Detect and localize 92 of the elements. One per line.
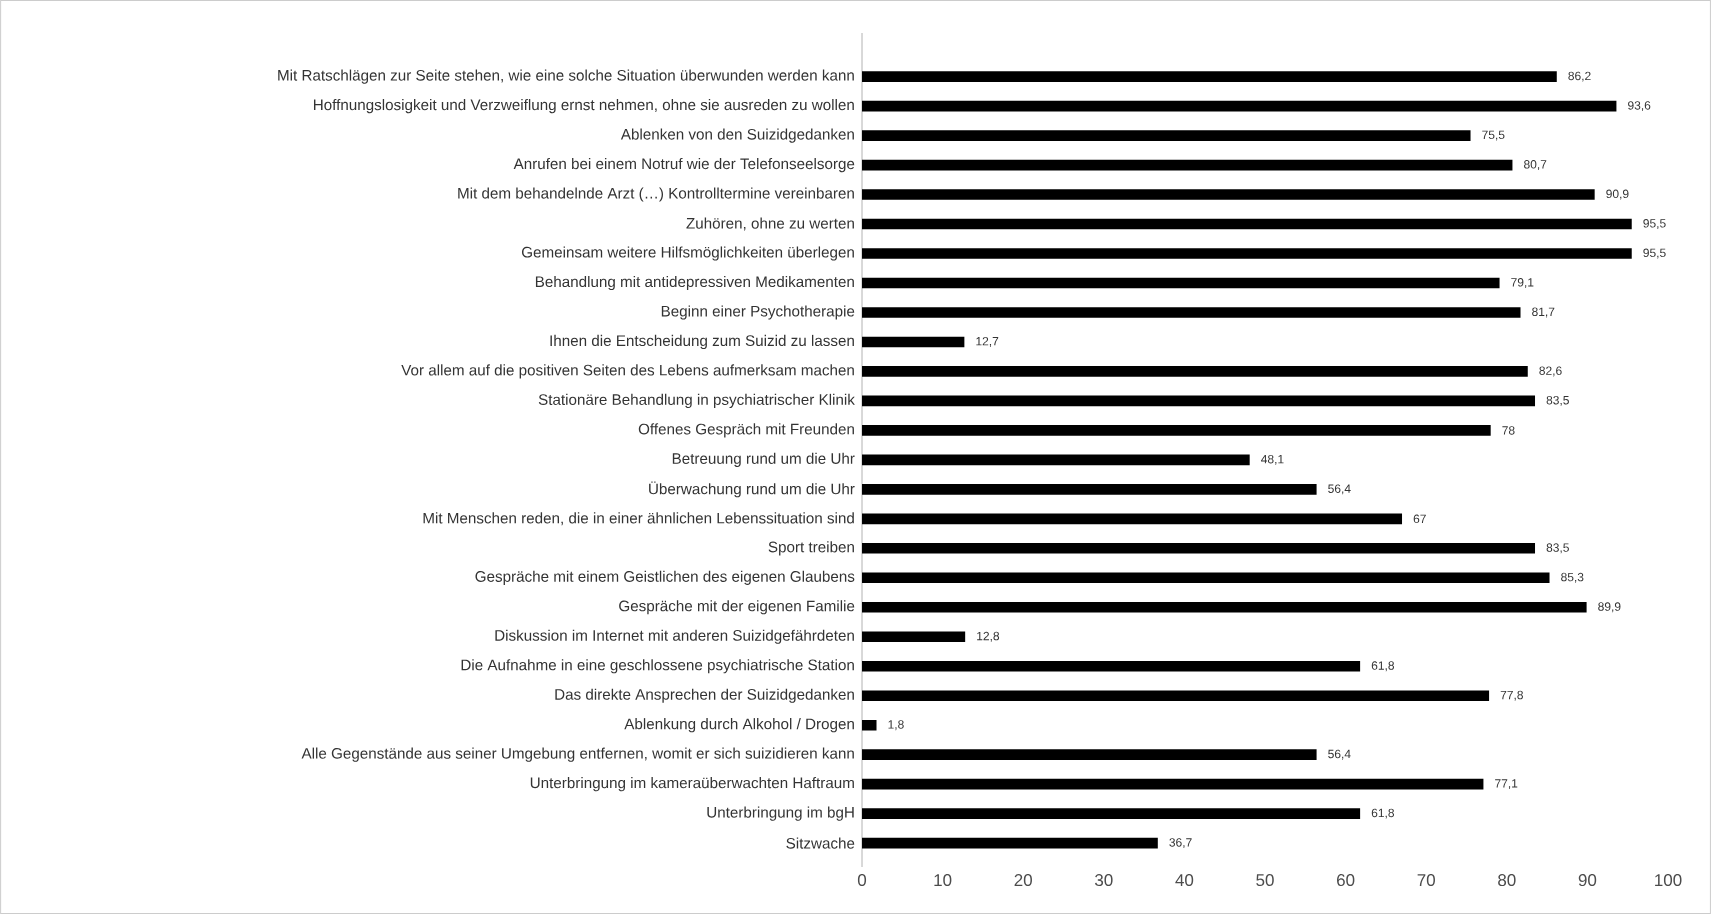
y-tick-label: Gespräche mit der eigenen Familie bbox=[619, 600, 855, 615]
y-tick-label: Ihnen die Entscheidung zum Suizid zu lassen bbox=[550, 334, 854, 350]
y-tick-label: Ablenkung durch Alkohol / Drogen bbox=[624, 718, 854, 733]
y-tick-label: Behandlung mit antidepressiven Medikamenten bbox=[535, 275, 854, 291]
y-tick-label: Zuhören, ohne zu werten bbox=[686, 217, 854, 231]
x-tick-label: 40 bbox=[1175, 874, 1194, 887]
data-label: 67 bbox=[1413, 514, 1426, 524]
x-tick-label: 70 bbox=[1417, 874, 1435, 887]
bar bbox=[862, 513, 1403, 525]
x-tick-label: 10 bbox=[934, 874, 952, 887]
bar bbox=[862, 631, 966, 643]
data-label: 77,1 bbox=[1495, 779, 1518, 790]
y-tick-label: Gemeinsam weitere Hilfsmöglichkeiten überlegen bbox=[521, 246, 854, 261]
bar bbox=[862, 100, 1617, 112]
bar bbox=[862, 395, 1536, 407]
y-tick-label: Offenes Gespräch mit Freunden bbox=[638, 423, 854, 438]
y-tick-label: Mit Ratschlägen zur Seite stehen, wie eine solche Situation überwunden werden kann bbox=[278, 69, 854, 84]
data-label: 61,8 bbox=[1371, 661, 1395, 672]
data-label: 61,8 bbox=[1371, 808, 1395, 819]
y-tick-label: Ablenken von den Suizidgedanken bbox=[620, 128, 854, 143]
y-tick-label: Sitzwache bbox=[786, 837, 855, 849]
bar bbox=[862, 778, 1484, 790]
bar bbox=[862, 837, 1158, 849]
data-label: 79,1 bbox=[1511, 278, 1534, 288]
bar bbox=[862, 572, 1550, 584]
bar bbox=[862, 277, 1500, 289]
x-tick-label: 30 bbox=[1095, 874, 1113, 887]
bar bbox=[862, 71, 1557, 82]
bar bbox=[862, 336, 965, 348]
x-tick-label: 20 bbox=[1014, 874, 1032, 887]
data-label: 82,6 bbox=[1539, 366, 1562, 377]
x-tick-label: 100 bbox=[1655, 874, 1682, 887]
data-label: 80,7 bbox=[1524, 160, 1547, 171]
data-label: 83,5 bbox=[1546, 395, 1569, 406]
y-tick-label: Vor allem auf die positiven Seiten des Lebens aufmerksam machen bbox=[401, 364, 854, 379]
bar bbox=[862, 248, 1632, 259]
bar bbox=[862, 159, 1513, 171]
data-label: 77,8 bbox=[1500, 690, 1523, 701]
data-label: 1,8 bbox=[888, 720, 904, 731]
data-label: 36,7 bbox=[1169, 838, 1192, 849]
data-label: 86,2 bbox=[1568, 71, 1591, 82]
bar bbox=[862, 454, 1250, 466]
y-tick-label: Stationäre Behandlung in psychiatrischer Klinik bbox=[538, 393, 855, 409]
bar bbox=[862, 218, 1632, 230]
data-label: 89,9 bbox=[1598, 602, 1621, 613]
data-label: 12,7 bbox=[976, 337, 999, 347]
y-tick-label: Alle Gegenstände aus seiner Umgebung entfernen, womit er sich suizidieren kann bbox=[301, 747, 854, 762]
data-label: 56,4 bbox=[1328, 484, 1351, 495]
y-tick-label: Gespräche mit einem Geistlichen des eigenen Glaubens bbox=[475, 570, 855, 585]
data-label: 75,5 bbox=[1482, 130, 1505, 141]
bar bbox=[862, 601, 1587, 613]
x-tick-label: 90 bbox=[1578, 874, 1597, 887]
bar bbox=[862, 425, 1491, 436]
y-tick-label: Betreuung rund um die Uhr bbox=[672, 452, 855, 467]
bar bbox=[862, 749, 1317, 760]
data-label: 93,6 bbox=[1628, 101, 1651, 112]
bar bbox=[862, 808, 1361, 819]
data-label: 78 bbox=[1502, 426, 1515, 435]
y-tick-label: Überwachung rund um die Uhr bbox=[649, 481, 855, 498]
y-tick-label: Mit Menschen reden, die in einer ähnlichen Lebenssituation sind bbox=[423, 512, 854, 526]
x-tick-label: 0 bbox=[857, 874, 867, 887]
y-tick-label: Diskussion im Internet mit anderen Suizidgefährdeten bbox=[495, 629, 854, 644]
y-tick-label: Die Aufnahme in eine geschlossene psychiatrische Station bbox=[461, 659, 854, 674]
bar bbox=[862, 130, 1471, 141]
x-tick-label: 50 bbox=[1256, 874, 1274, 887]
x-tick-label: 60 bbox=[1337, 874, 1355, 887]
data-label: 90,9 bbox=[1606, 189, 1629, 200]
bar bbox=[862, 690, 1490, 702]
data-label: 83,5 bbox=[1546, 543, 1569, 554]
bar bbox=[862, 484, 1317, 495]
data-label: 56,4 bbox=[1328, 749, 1351, 760]
bar bbox=[862, 660, 1361, 672]
y-tick-label: Anrufen bei einem Notruf wie der Telefonseelsorge bbox=[513, 157, 855, 173]
bar bbox=[862, 307, 1521, 318]
bar bbox=[862, 366, 1528, 377]
y-tick-label: Unterbringung im bgH bbox=[707, 806, 854, 821]
y-tick-label: Mit dem behandelnde Arzt (…) Kontrolltermine vereinbaren bbox=[458, 187, 854, 202]
y-tick-label: Hoffnungslosigkeit und Verzweiflung ernst nehmen, ohne sie ausreden zu wollen bbox=[314, 99, 854, 114]
bar bbox=[862, 543, 1536, 554]
data-label: 95,5 bbox=[1643, 248, 1666, 259]
y-tick-label: Unterbringung im kameraüberwachten Haftraum bbox=[530, 777, 854, 792]
bar bbox=[862, 189, 1595, 200]
data-label: 81,7 bbox=[1532, 307, 1555, 318]
data-label: 12,8 bbox=[977, 631, 1000, 642]
y-tick-label: Das direkte Ansprechen der Suizidgedanken bbox=[555, 688, 854, 703]
y-tick-label: Beginn einer Psychotherapie bbox=[661, 305, 855, 320]
data-label: 48,1 bbox=[1261, 454, 1284, 465]
bar bbox=[862, 719, 877, 731]
data-label: 85,3 bbox=[1561, 572, 1584, 583]
y-tick-label: Sport treiben bbox=[768, 541, 854, 556]
data-label: 95,5 bbox=[1643, 219, 1666, 229]
x-tick-label: 80 bbox=[1498, 874, 1516, 887]
